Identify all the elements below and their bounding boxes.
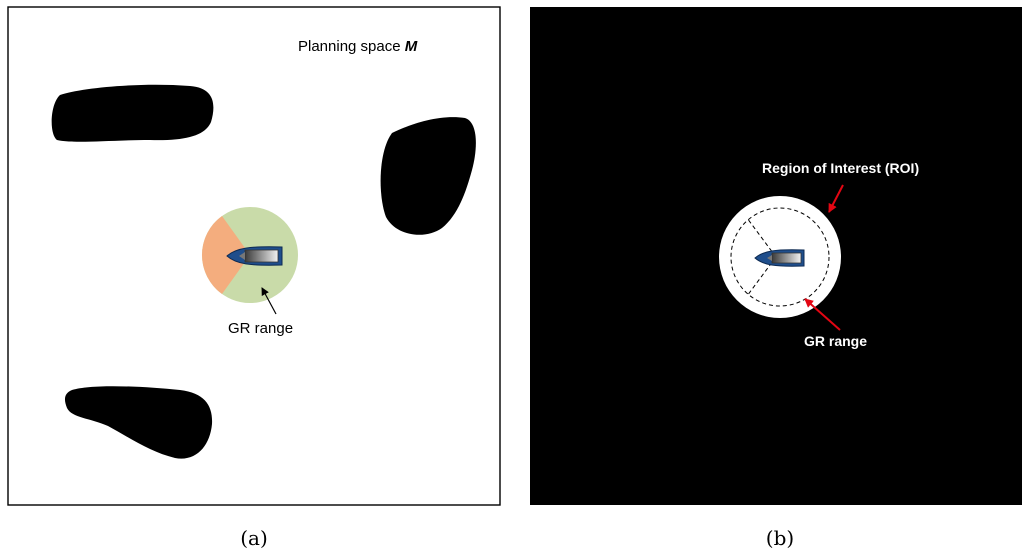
gr-range-label: GR range xyxy=(228,320,293,337)
roi-label: Region of Interest (ROI) xyxy=(762,160,919,176)
obstacle-right xyxy=(380,117,476,235)
obstacle-bottom-left xyxy=(64,386,213,459)
planning-space-title: Planning space M xyxy=(298,38,418,55)
blind-sector xyxy=(201,216,250,294)
vessel-icon xyxy=(226,246,283,266)
blind-sector-boundary-top xyxy=(746,217,777,258)
gr-range-arrow xyxy=(261,287,277,315)
obstacle-top-left xyxy=(51,84,214,142)
panel-b: Region of Interest (ROI) GR range (b) xyxy=(530,7,1022,550)
vessel-icon xyxy=(754,249,805,267)
gr-range-label-b: GR range xyxy=(804,333,867,349)
gr-range-dashed-circle xyxy=(730,207,830,307)
roi-arrow xyxy=(828,184,844,213)
caption-a: (a) xyxy=(240,526,268,550)
caption-b: (b) xyxy=(766,526,794,550)
panel-a: Planning space M GR range (a) xyxy=(7,6,501,550)
gr-range-arrow-b xyxy=(804,298,841,331)
